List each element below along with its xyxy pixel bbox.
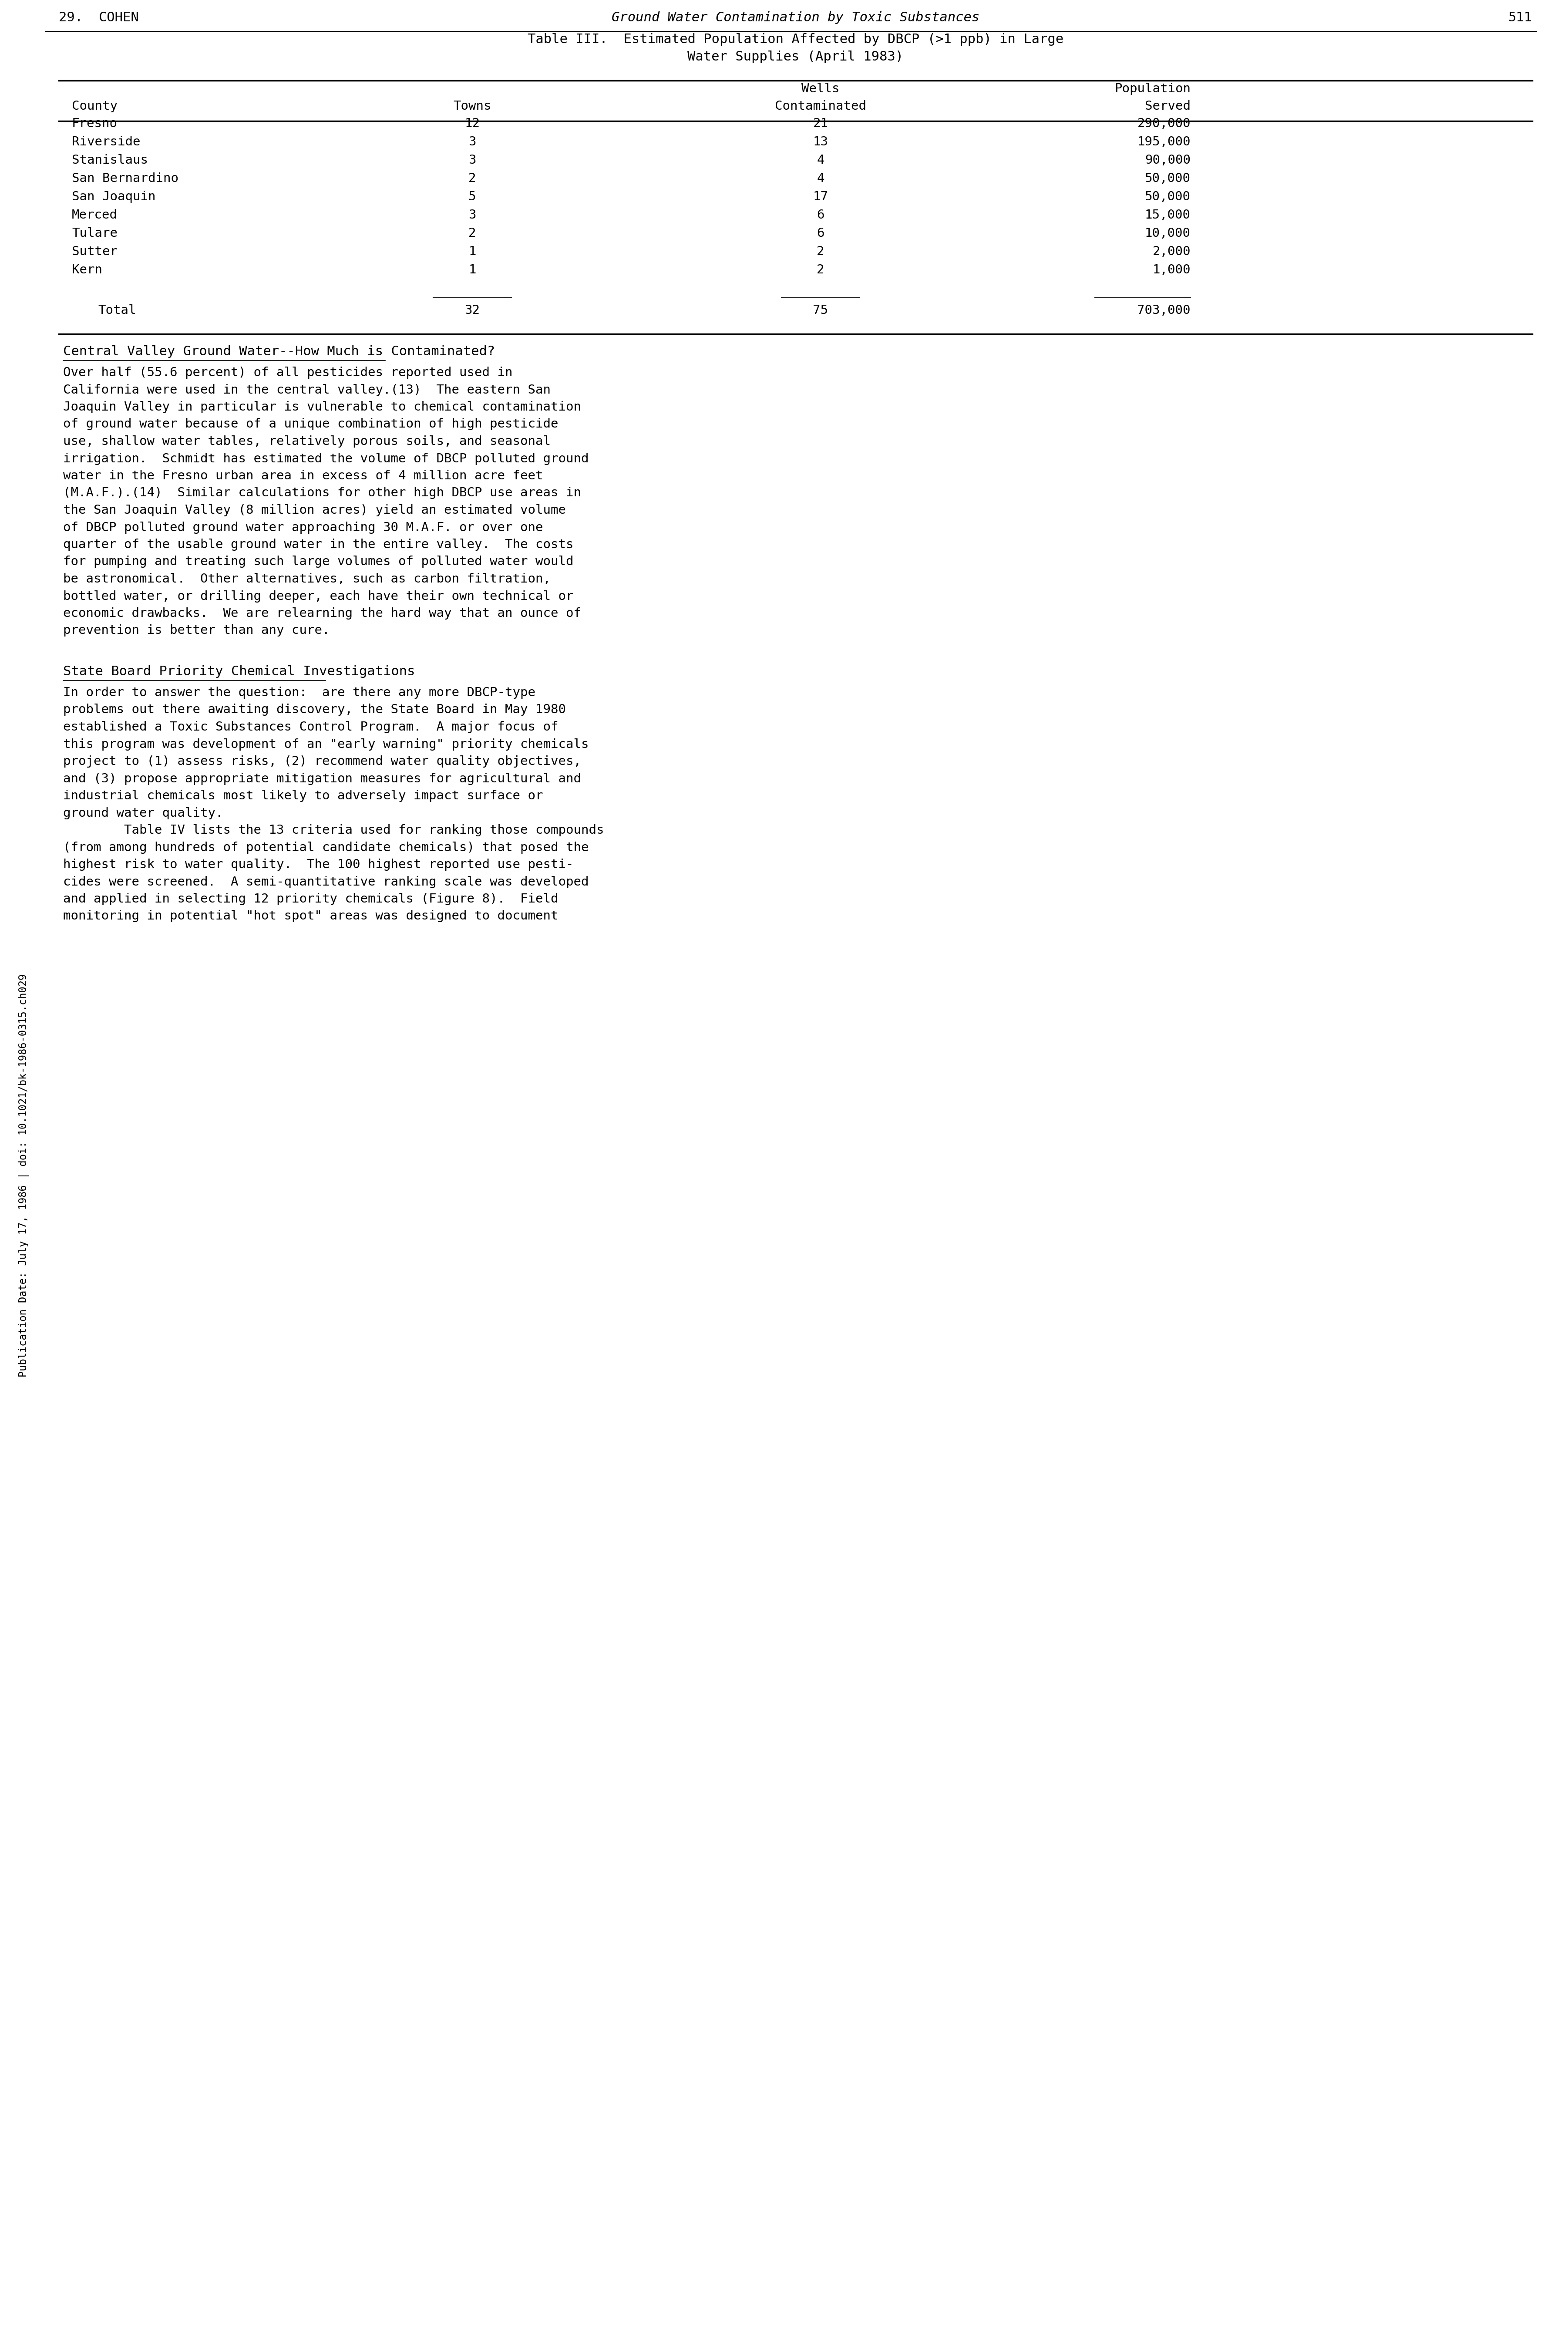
Text: economic drawbacks.  We are relearning the hard way that an ounce of: economic drawbacks. We are relearning th… [63, 607, 582, 621]
Text: County: County [72, 101, 118, 113]
Text: 1: 1 [469, 245, 477, 259]
Text: 2: 2 [469, 172, 477, 186]
Text: and applied in selecting 12 priority chemicals (Figure 8).  Field: and applied in selecting 12 priority che… [63, 893, 558, 905]
Text: Table III.  Estimated Population Affected by DBCP (>1 ppb) in Large: Table III. Estimated Population Affected… [527, 33, 1063, 45]
Text: 21: 21 [812, 118, 828, 129]
Text: ground water quality.: ground water quality. [63, 806, 223, 818]
Text: water in the Fresno urban area in excess of 4 million acre feet: water in the Fresno urban area in excess… [63, 470, 543, 482]
Text: 15,000: 15,000 [1145, 209, 1190, 221]
Text: Population: Population [1115, 82, 1190, 94]
Text: 12: 12 [464, 118, 480, 129]
Text: 1,000: 1,000 [1152, 263, 1190, 275]
Text: 50,000: 50,000 [1145, 172, 1190, 186]
Text: Tulare: Tulare [72, 228, 118, 240]
Text: prevention is better than any cure.: prevention is better than any cure. [63, 625, 329, 637]
Text: of DBCP polluted ground water approaching 30 M.A.F. or over one: of DBCP polluted ground water approachin… [63, 522, 543, 534]
Text: irrigation.  Schmidt has estimated the volume of DBCP polluted ground: irrigation. Schmidt has estimated the vo… [63, 451, 588, 465]
Text: 1: 1 [469, 263, 477, 275]
Text: industrial chemicals most likely to adversely impact surface or: industrial chemicals most likely to adve… [63, 790, 543, 802]
Text: Towns: Towns [453, 101, 491, 113]
Text: 6: 6 [817, 228, 825, 240]
Text: State Board Priority Chemical Investigations: State Board Priority Chemical Investigat… [63, 665, 416, 677]
Text: 511: 511 [1508, 12, 1532, 24]
Text: 4: 4 [817, 172, 825, 186]
Text: Sutter: Sutter [72, 245, 118, 259]
Text: 50,000: 50,000 [1145, 190, 1190, 202]
Text: 2,000: 2,000 [1152, 245, 1190, 259]
Text: Total: Total [97, 303, 136, 317]
Text: 2: 2 [817, 245, 825, 259]
Text: Wells: Wells [801, 82, 839, 94]
Text: Kern: Kern [72, 263, 102, 275]
Text: the San Joaquin Valley (8 million acres) yield an estimated volume: the San Joaquin Valley (8 million acres)… [63, 503, 566, 517]
Text: Contaminated: Contaminated [775, 101, 866, 113]
Text: Merced: Merced [72, 209, 118, 221]
Text: 195,000: 195,000 [1137, 136, 1190, 148]
Text: 290,000: 290,000 [1137, 118, 1190, 129]
Text: 3: 3 [469, 155, 477, 167]
Text: San Bernardino: San Bernardino [72, 172, 179, 186]
Text: established a Toxic Substances Control Program.  A major focus of: established a Toxic Substances Control P… [63, 722, 558, 734]
Text: Publication Date: July 17, 1986 | doi: 10.1021/bk-1986-0315.ch029: Publication Date: July 17, 1986 | doi: 1… [19, 973, 30, 1378]
Text: of ground water because of a unique combination of high pesticide: of ground water because of a unique comb… [63, 418, 558, 430]
Text: and (3) propose appropriate mitigation measures for agricultural and: and (3) propose appropriate mitigation m… [63, 773, 582, 785]
Text: San Joaquin: San Joaquin [72, 190, 155, 202]
Text: 32: 32 [464, 303, 480, 317]
Text: 10,000: 10,000 [1145, 228, 1190, 240]
Text: 17: 17 [812, 190, 828, 202]
Text: project to (1) assess risks, (2) recommend water quality objectives,: project to (1) assess risks, (2) recomme… [63, 755, 582, 766]
Text: 29.  COHEN: 29. COHEN [58, 12, 138, 24]
Text: 4: 4 [817, 155, 825, 167]
Text: Stanislaus: Stanislaus [72, 155, 147, 167]
Text: Ground Water Contamination by Toxic Substances: Ground Water Contamination by Toxic Subs… [612, 12, 980, 24]
Text: 13: 13 [812, 136, 828, 148]
Text: Over half (55.6 percent) of all pesticides reported used in: Over half (55.6 percent) of all pesticid… [63, 367, 513, 379]
Text: 6: 6 [817, 209, 825, 221]
Text: Fresno: Fresno [72, 118, 118, 129]
Text: 2: 2 [817, 263, 825, 275]
Text: this program was development of an "early warning" priority chemicals: this program was development of an "earl… [63, 738, 588, 750]
Text: 75: 75 [812, 303, 828, 317]
Text: cides were screened.  A semi-quantitative ranking scale was developed: cides were screened. A semi-quantitative… [63, 877, 588, 889]
Text: be astronomical.  Other alternatives, such as carbon filtration,: be astronomical. Other alternatives, suc… [63, 574, 550, 585]
Text: Riverside: Riverside [72, 136, 141, 148]
Text: 5: 5 [469, 190, 477, 202]
Text: bottled water, or drilling deeper, each have their own technical or: bottled water, or drilling deeper, each … [63, 590, 574, 602]
Text: California were used in the central valley.(13)  The eastern San: California were used in the central vall… [63, 383, 550, 395]
Text: Served: Served [1145, 101, 1190, 113]
Text: for pumping and treating such large volumes of polluted water would: for pumping and treating such large volu… [63, 555, 574, 569]
Text: 2: 2 [469, 228, 477, 240]
Text: highest risk to water quality.  The 100 highest reported use pesti-: highest risk to water quality. The 100 h… [63, 858, 574, 870]
Text: 90,000: 90,000 [1145, 155, 1190, 167]
Text: Joaquin Valley in particular is vulnerable to chemical contamination: Joaquin Valley in particular is vulnerab… [63, 402, 582, 414]
Text: 703,000: 703,000 [1137, 303, 1190, 317]
Text: Table IV lists the 13 criteria used for ranking those compounds: Table IV lists the 13 criteria used for … [63, 825, 604, 837]
Text: In order to answer the question:  are there any more DBCP-type: In order to answer the question: are the… [63, 686, 535, 698]
Text: use, shallow water tables, relatively porous soils, and seasonal: use, shallow water tables, relatively po… [63, 435, 550, 447]
Text: quarter of the usable ground water in the entire valley.  The costs: quarter of the usable ground water in th… [63, 538, 574, 550]
Text: monitoring in potential "hot spot" areas was designed to document: monitoring in potential "hot spot" areas… [63, 910, 558, 922]
Text: Central Valley Ground Water--How Much is Contaminated?: Central Valley Ground Water--How Much is… [63, 346, 495, 357]
Text: problems out there awaiting discovery, the State Board in May 1980: problems out there awaiting discovery, t… [63, 703, 566, 717]
Text: 3: 3 [469, 209, 477, 221]
Text: 3: 3 [469, 136, 477, 148]
Text: (from among hundreds of potential candidate chemicals) that posed the: (from among hundreds of potential candid… [63, 842, 588, 853]
Text: (M.A.F.).(14)  Similar calculations for other high DBCP use areas in: (M.A.F.).(14) Similar calculations for o… [63, 487, 582, 498]
Text: Water Supplies (April 1983): Water Supplies (April 1983) [687, 49, 903, 63]
